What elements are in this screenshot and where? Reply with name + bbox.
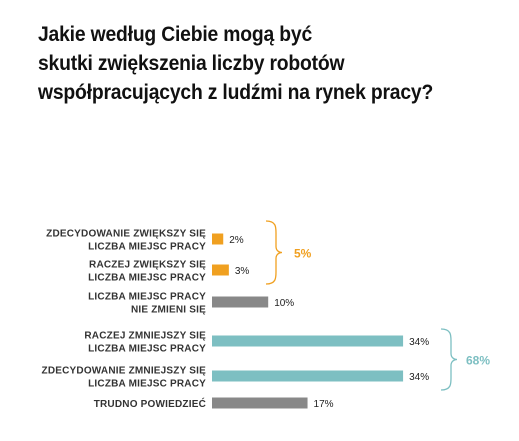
group-label-2: 68% [466, 354, 490, 368]
category-label-3-line-1: LICZBA MIEJSC PRACY [88, 292, 206, 303]
category-label-2-line-2: LICZBA MIEJSC PRACY [88, 273, 206, 284]
group-bracket-2 [440, 328, 458, 391]
title-line-1: Jakie według Ciebie mogą być [38, 23, 313, 46]
data-label-1: 2% [229, 235, 244, 246]
category-label-5-line-1: ZDECYDOWANIE ZMNIEJSZY SIĘ [42, 366, 207, 377]
bar-2 [212, 264, 229, 276]
group-label-1: 5% [294, 247, 312, 261]
category-label-2-line-1: RACZEJ ZWIĘKSZY SIĘ [89, 260, 206, 271]
category-label-3-line-2: NIE ZMIENI SIĘ [131, 305, 206, 316]
category-label-4-line-1: RACZEJ ZMNIEJSZY SIĘ [84, 331, 206, 342]
bar-4 [212, 335, 404, 347]
category-label-6-line-1: TRUDNO POWIEDZIEĆ [94, 397, 206, 410]
data-label-5: 34% [409, 372, 429, 383]
category-label-4-line-2: LICZBA MIEJSC PRACY [88, 344, 206, 355]
category-label-1-line-2: LICZBA MIEJSC PRACY [88, 242, 206, 253]
title-line-2: skutki zwiększenia liczby robotów [38, 52, 345, 75]
bar-3 [212, 296, 269, 308]
chart-title: Jakie według Ciebie mogą być skutki zwię… [38, 20, 470, 107]
bar-1 [212, 233, 224, 245]
category-label-5-line-2: LICZBA MIEJSC PRACY [88, 379, 206, 390]
data-label-4: 34% [409, 337, 429, 348]
bar-5 [212, 370, 404, 382]
category-label-1-line-1: ZDECYDOWANIE ZWIĘKSZY SIĘ [46, 229, 206, 240]
bar-6 [212, 397, 308, 409]
data-label-3: 10% [274, 298, 294, 309]
group-bracket-1 [265, 220, 283, 285]
data-label-6: 17% [314, 399, 334, 410]
title-line-3: współpracujących z ludźmi na rynek pracy… [38, 81, 434, 104]
data-label-2: 3% [235, 266, 250, 277]
